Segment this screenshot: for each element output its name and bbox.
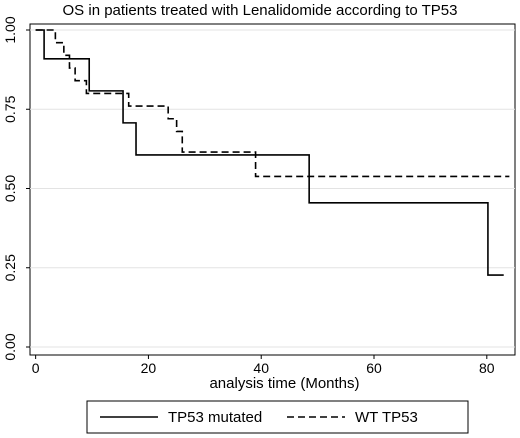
x-tick-label: 20 — [141, 360, 157, 376]
x-tick-label: 80 — [479, 360, 495, 376]
y-tick-label: 0.50 — [2, 175, 18, 202]
chart-title: OS in patients treated with Lenalidomide… — [62, 2, 458, 19]
x-axis-label: analysis time (Months) — [209, 375, 359, 392]
tp53-mutated-curve — [35, 29, 504, 276]
y-tick-label: 1.00 — [2, 16, 18, 43]
legend-label: WT TP53 — [355, 409, 418, 426]
series-lines — [35, 29, 510, 276]
plot-frame — [29, 23, 516, 356]
x-tick-label: 60 — [366, 360, 382, 376]
gridlines — [30, 29, 515, 348]
x-axis-label-group: analysis time (Months) — [209, 375, 359, 392]
y-tick-label: 0.25 — [2, 254, 18, 281]
plot-area — [29, 23, 516, 356]
y-tick-label: 0.75 — [2, 95, 18, 122]
legend-label: TP53 mutated — [168, 409, 262, 426]
x-tick-label: 0 — [32, 360, 40, 376]
legend: TP53 mutated WT TP53 — [86, 400, 469, 434]
y-axis: 0.00 0.25 0.50 0.75 1.00 — [2, 16, 30, 361]
x-tick-label: 40 — [253, 360, 269, 376]
x-axis: 0 20 40 60 80 — [32, 355, 495, 376]
y-tick-label: 0.00 — [2, 333, 18, 360]
wt-tp53-curve — [35, 29, 510, 178]
